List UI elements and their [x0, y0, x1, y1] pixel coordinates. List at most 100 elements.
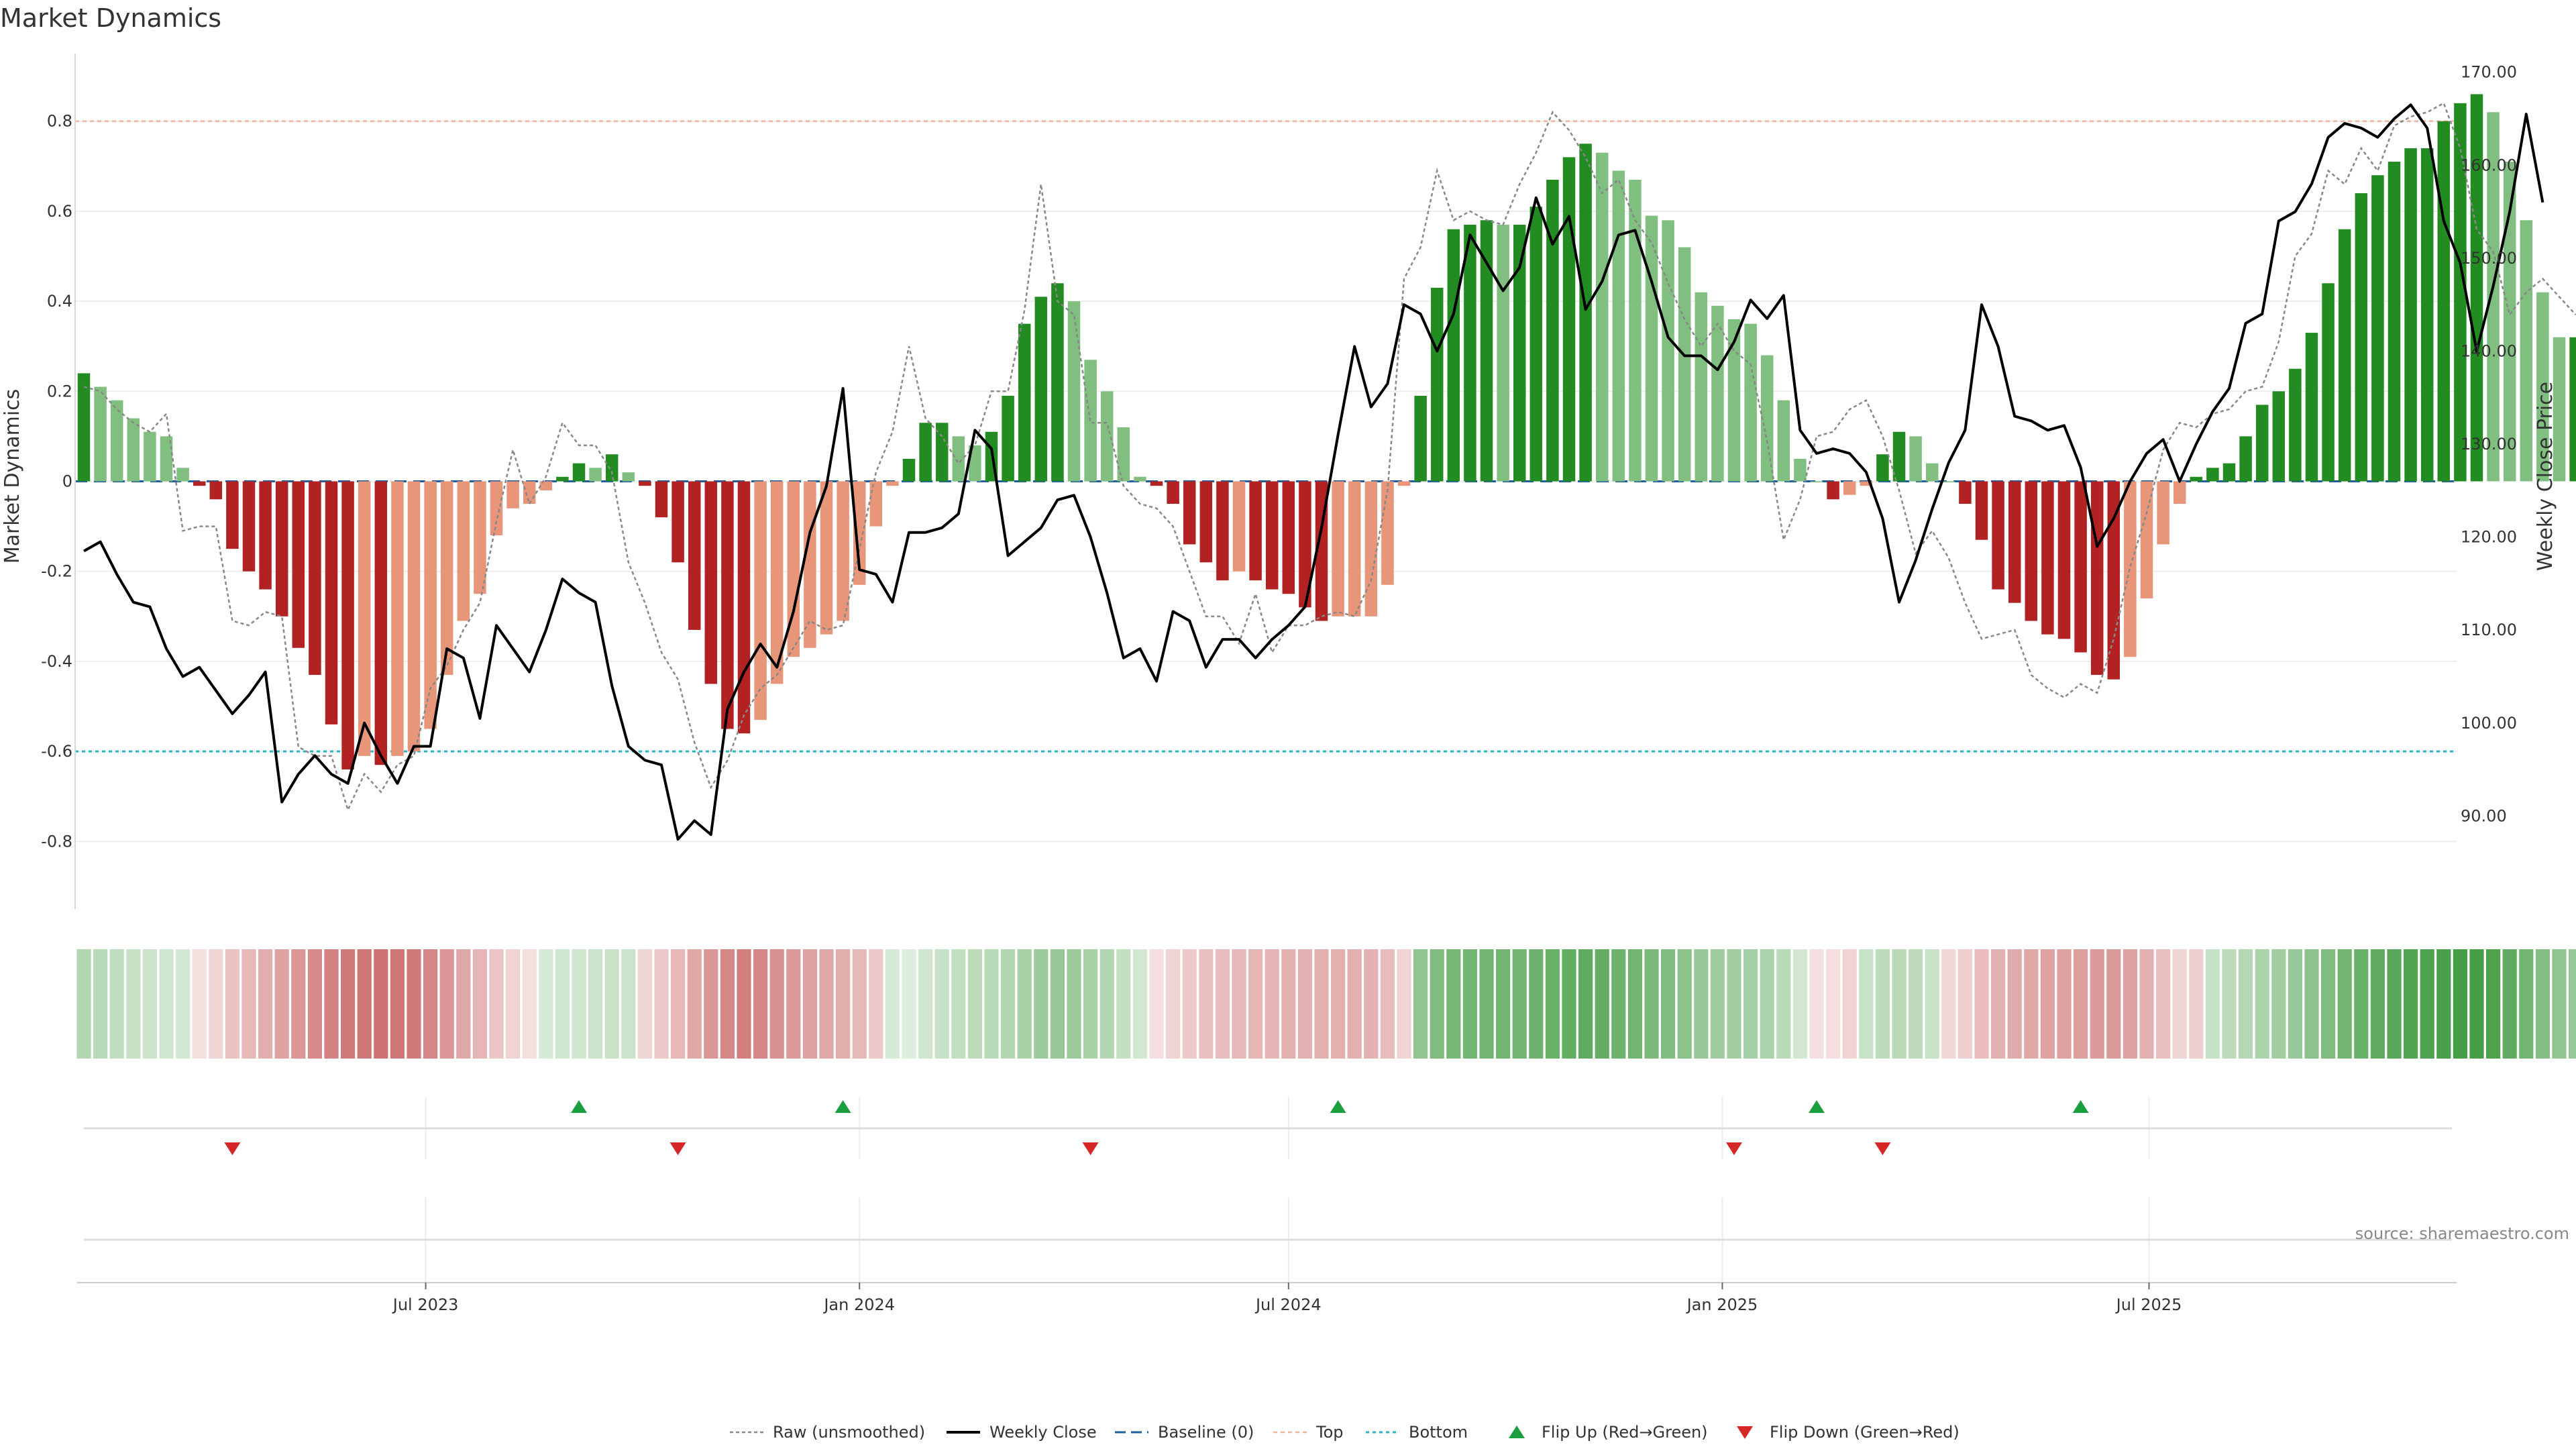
regime-heat-cell: [489, 949, 504, 1059]
dynamics-bar: [886, 481, 899, 486]
dynamics-bar: [391, 481, 404, 756]
regime-heat-cell: [1149, 949, 1164, 1059]
regime-heat-cell: [1627, 949, 1642, 1059]
regime-heat-cell: [2239, 949, 2253, 1059]
dynamics-bar: [1249, 481, 1262, 581]
dynamics-bar: [1909, 436, 1922, 482]
dynamics-bar: [474, 481, 486, 594]
dynamics-bar: [754, 481, 767, 720]
regime-heat-cell: [2090, 949, 2104, 1059]
dynamics-bar: [539, 481, 553, 490]
regime-heat-cell: [2404, 949, 2418, 1059]
dynamics-bar: [2190, 476, 2203, 482]
regime-heat-cell: [637, 949, 652, 1059]
regime-heat-cell: [324, 949, 339, 1059]
left-tick-label: 0.2: [47, 382, 72, 400]
right-tick-label: 100.00: [2461, 714, 2517, 733]
dynamics-bar: [1513, 225, 1526, 482]
regime-heat-cell: [1875, 949, 1890, 1059]
regime-heat-cell: [1941, 949, 1956, 1059]
regime-heat-cell: [687, 949, 702, 1059]
right-y-axis: 90.00 100.00 110.00 120.00 130.00 140.00 150.0…: [2461, 63, 2517, 826]
regime-heat-strip: [76, 949, 2576, 1059]
regime-heat-cell: [2387, 949, 2402, 1059]
dynamics-bar: [952, 436, 965, 482]
dynamics-bar: [869, 481, 883, 527]
regime-heat-cell: [1050, 949, 1065, 1059]
dynamics-bar: [1381, 481, 1394, 585]
legend-label: Flip Down (Green→Red): [1770, 1423, 1960, 1442]
regime-heat-cell: [390, 949, 405, 1059]
regime-heat-cell: [1776, 949, 1791, 1059]
flip-down-marker: [1726, 1142, 1742, 1155]
dynamics-bar: [2239, 436, 2252, 482]
regime-heat-cell: [2189, 949, 2204, 1059]
dynamics-bar: [242, 481, 256, 572]
x-tick-label: Jul 2024: [1254, 1295, 1322, 1314]
regime-heat-cell: [1974, 949, 1989, 1059]
dynamics-bar: [1695, 292, 1708, 482]
dynamics-bar: [1711, 305, 1724, 482]
flip-up-marker: [571, 1100, 587, 1113]
flip-down-marker: [1874, 1142, 1891, 1155]
legend-label: Raw (unsmoothed): [773, 1423, 925, 1442]
regime-heat-cell: [176, 949, 191, 1059]
right-tick-label: 130.00: [2461, 435, 2517, 453]
dynamics-bar: [1348, 481, 1361, 616]
left-tick-label: -0.6: [41, 742, 72, 761]
regime-heat-cell: [819, 949, 834, 1059]
dynamics-bar: [1827, 481, 1839, 500]
dynamics-bar: [2272, 391, 2286, 482]
regime-heat-cell: [555, 949, 570, 1059]
dynamics-bar: [1546, 179, 1559, 482]
dynamics-bar: [2041, 481, 2054, 635]
dynamics-bar: [2057, 481, 2071, 639]
regime-heat-cell: [209, 949, 223, 1059]
regime-heat-cell: [1925, 949, 1939, 1059]
dynamics-bar: [2420, 148, 2434, 482]
dynamics-bar: [2569, 337, 2576, 482]
dynamics-bar: [1810, 481, 1823, 482]
regime-heat-cell: [902, 949, 916, 1059]
dynamics-bar: [820, 481, 833, 635]
dynamics-bar: [589, 468, 602, 482]
dynamics-bar: [1876, 454, 1889, 482]
left-tick-label: 0.8: [47, 112, 72, 131]
dynamics-bar: [737, 481, 751, 734]
dynamics-bar: [1760, 355, 1774, 482]
regime-heat-cell: [1001, 949, 1016, 1059]
left-tick-label: -0.2: [41, 562, 72, 581]
dynamics-bar: [1975, 481, 1988, 540]
regime-heat-cell: [1347, 949, 1362, 1059]
legend-label: Top: [1316, 1423, 1344, 1442]
regime-heat-cell: [2535, 949, 2550, 1059]
regime-heat-cell: [76, 949, 91, 1059]
flip-down-marker: [1082, 1142, 1099, 1155]
dynamics-bar: [2305, 333, 2318, 482]
dynamics-bar: [1925, 463, 1939, 482]
dynamics-bar: [1282, 481, 1295, 594]
dynamics-bar: [2008, 481, 2021, 603]
dynamics-bar: [1397, 481, 1411, 486]
regime-heat-cell: [2569, 949, 2576, 1059]
x-tick-label: Jul 2025: [2115, 1295, 2182, 1314]
dynamics-bar: [902, 458, 916, 482]
weekly-close-line: [83, 103, 2544, 841]
legend-label: Flip Up (Red→Green): [1542, 1423, 1708, 1442]
regime-heat-cell: [1496, 949, 1511, 1059]
regime-heat-cell: [2436, 949, 2451, 1059]
dynamics-bar: [1860, 481, 1873, 486]
dynamics-bar: [127, 418, 140, 482]
regime-heat-cell: [1760, 949, 1774, 1059]
regime-heat-cell: [2156, 949, 2171, 1059]
dynamics-bar: [1150, 481, 1163, 486]
dynamics-bar: [176, 468, 189, 482]
dynamics-bar: [1447, 229, 1460, 482]
dynamics-bar: [209, 481, 223, 500]
dynamics-bar: [2487, 112, 2500, 482]
regime-heat-cell: [934, 949, 949, 1059]
dynamics-bar: [2371, 175, 2384, 482]
regime-heat-cell: [142, 949, 157, 1059]
regime-heat-cell: [1397, 949, 1411, 1059]
